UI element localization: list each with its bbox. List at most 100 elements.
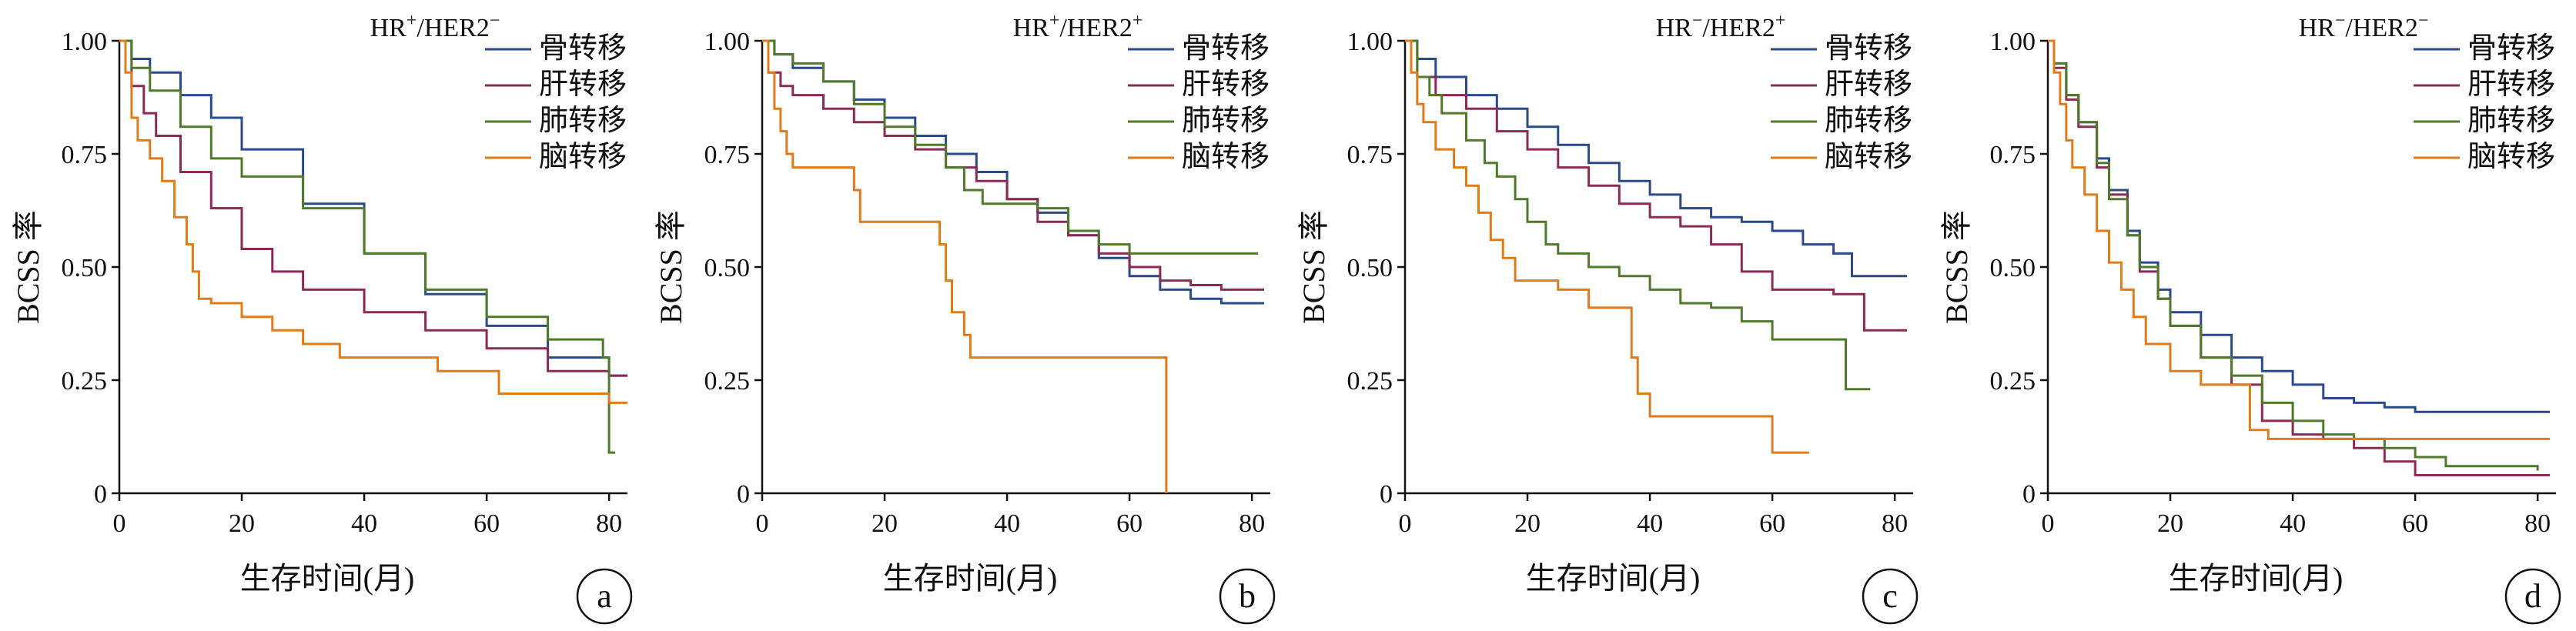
y-tick-label: 1.00: [62, 28, 108, 56]
y-tick-label: 0: [94, 480, 107, 509]
x-tick-label: 80: [596, 509, 622, 538]
y-axis-label: BCSS 率: [1296, 210, 1331, 324]
x-tick-label: 40: [994, 509, 1020, 538]
x-tick-label: 60: [2402, 509, 2428, 538]
title-sup: −: [2335, 11, 2346, 31]
x-tick-label: 0: [1399, 509, 1412, 538]
x-tick-label: 0: [756, 509, 769, 538]
legend-label-4: 脑转移: [2467, 141, 2555, 173]
title-part: HR: [1013, 14, 1050, 42]
y-tick-label: 1.00: [704, 28, 751, 56]
y-tick-label: 0.25: [1990, 367, 2036, 396]
panel-title: HR−/HER2−: [2299, 11, 2429, 42]
y-tick-label: 0.25: [704, 367, 751, 396]
legend-label-3: 肺转移: [1825, 105, 1912, 137]
panel-letter: a: [597, 577, 612, 615]
legend-label-3: 肺转移: [539, 105, 627, 137]
panel-letter-circle: [576, 568, 633, 625]
x-tick-label: 0: [113, 509, 126, 538]
y-axis-label: BCSS 率: [11, 210, 45, 324]
panel-letter-circle: [1219, 568, 1276, 625]
x-tick-label: 60: [1759, 509, 1785, 538]
title-part: HR: [370, 14, 407, 42]
panel-title: HR+/HER2+: [1013, 11, 1143, 42]
y-tick-label: 1.00: [1990, 28, 2036, 56]
title-part: /HER2: [1059, 14, 1132, 42]
y-axis-label: BCSS 率: [1939, 210, 1974, 324]
title-sup: −: [2418, 11, 2429, 31]
x-tick-label: 20: [229, 509, 255, 538]
panel-letter: b: [1239, 577, 1256, 615]
panel-title: HR+/HER2−: [370, 11, 500, 42]
legend-label-4: 脑转移: [1182, 141, 1270, 173]
x-tick-label: 20: [2157, 509, 2183, 538]
legend-label-3: 肺转移: [1182, 105, 1270, 137]
series-line-1: [1405, 39, 1907, 278]
y-axis-label: BCSS 率: [654, 210, 688, 324]
y-tick-label: 0.25: [62, 367, 108, 396]
y-tick-label: 0.75: [1347, 141, 1393, 169]
series-line-3: [1405, 39, 1871, 391]
x-tick-label: 20: [1514, 509, 1541, 538]
y-tick-label: 0.50: [1990, 254, 2036, 282]
title-part: HR: [1656, 14, 1693, 42]
legend-label-2: 肝转移: [539, 68, 627, 101]
legend-label-2: 肝转移: [1182, 68, 1270, 101]
y-tick-label: 0: [2022, 480, 2036, 509]
title-part: /HER2: [417, 14, 489, 42]
x-axis-label: 生存时间(月): [240, 561, 415, 596]
legend-label-4: 脑转移: [539, 141, 627, 173]
x-tick-label: 40: [1637, 509, 1663, 538]
title-sup: −: [490, 11, 500, 31]
series-line-2: [119, 39, 627, 377]
x-tick-label: 80: [1239, 509, 1265, 538]
x-axis-label: 生存时间(月): [2169, 561, 2343, 596]
series-line-4: [1405, 39, 1809, 454]
x-axis-label: 生存时间(月): [1526, 561, 1701, 596]
title-sup: +: [1132, 11, 1143, 31]
y-tick-label: 0: [737, 480, 750, 509]
title-sup: +: [1775, 11, 1786, 31]
x-tick-label: 40: [2280, 509, 2306, 538]
title-part: /HER2: [1702, 14, 1775, 42]
y-tick-label: 0.75: [62, 141, 108, 169]
title-sup: −: [1692, 11, 1703, 31]
series-line-3: [2048, 39, 2539, 471]
x-tick-label: 80: [2524, 509, 2551, 538]
series-line-3: [119, 39, 616, 454]
y-tick-label: 0.50: [704, 254, 751, 282]
y-tick-label: 0.25: [1347, 367, 1393, 396]
legend-label-1: 骨转移: [1825, 32, 1912, 65]
title-part: HR: [2299, 14, 2336, 42]
y-tick-label: 0.75: [1990, 141, 2036, 169]
title-part: /HER2: [2345, 14, 2417, 42]
series-line-3: [762, 39, 1259, 255]
series-line-4: [762, 39, 1168, 493]
x-tick-label: 0: [2042, 509, 2055, 538]
x-tick-label: 60: [473, 509, 500, 538]
series-line-4: [2048, 39, 2550, 440]
panel-title: HR−/HER2+: [1656, 11, 1786, 42]
panel-letter: c: [1882, 577, 1898, 615]
legend-label-2: 肝转移: [1825, 68, 1912, 101]
y-tick-label: 0.50: [1347, 254, 1393, 282]
panel-letter-circle: [2504, 568, 2561, 625]
series-line-2: [1405, 39, 1907, 332]
x-axis-label: 生存时间(月): [883, 561, 1058, 596]
x-tick-label: 40: [351, 509, 377, 538]
legend-label-3: 肺转移: [2467, 105, 2555, 137]
series-line-4: [119, 39, 627, 404]
legend-label-4: 脑转移: [1825, 141, 1912, 173]
series-line-2: [762, 39, 1264, 291]
legend-label-2: 肝转移: [2467, 68, 2555, 101]
y-tick-label: 0: [1380, 480, 1393, 509]
x-tick-label: 20: [871, 509, 898, 538]
legend-label-1: 骨转移: [2467, 32, 2555, 65]
x-tick-label: 80: [1882, 509, 1908, 538]
x-tick-label: 60: [1116, 509, 1142, 538]
